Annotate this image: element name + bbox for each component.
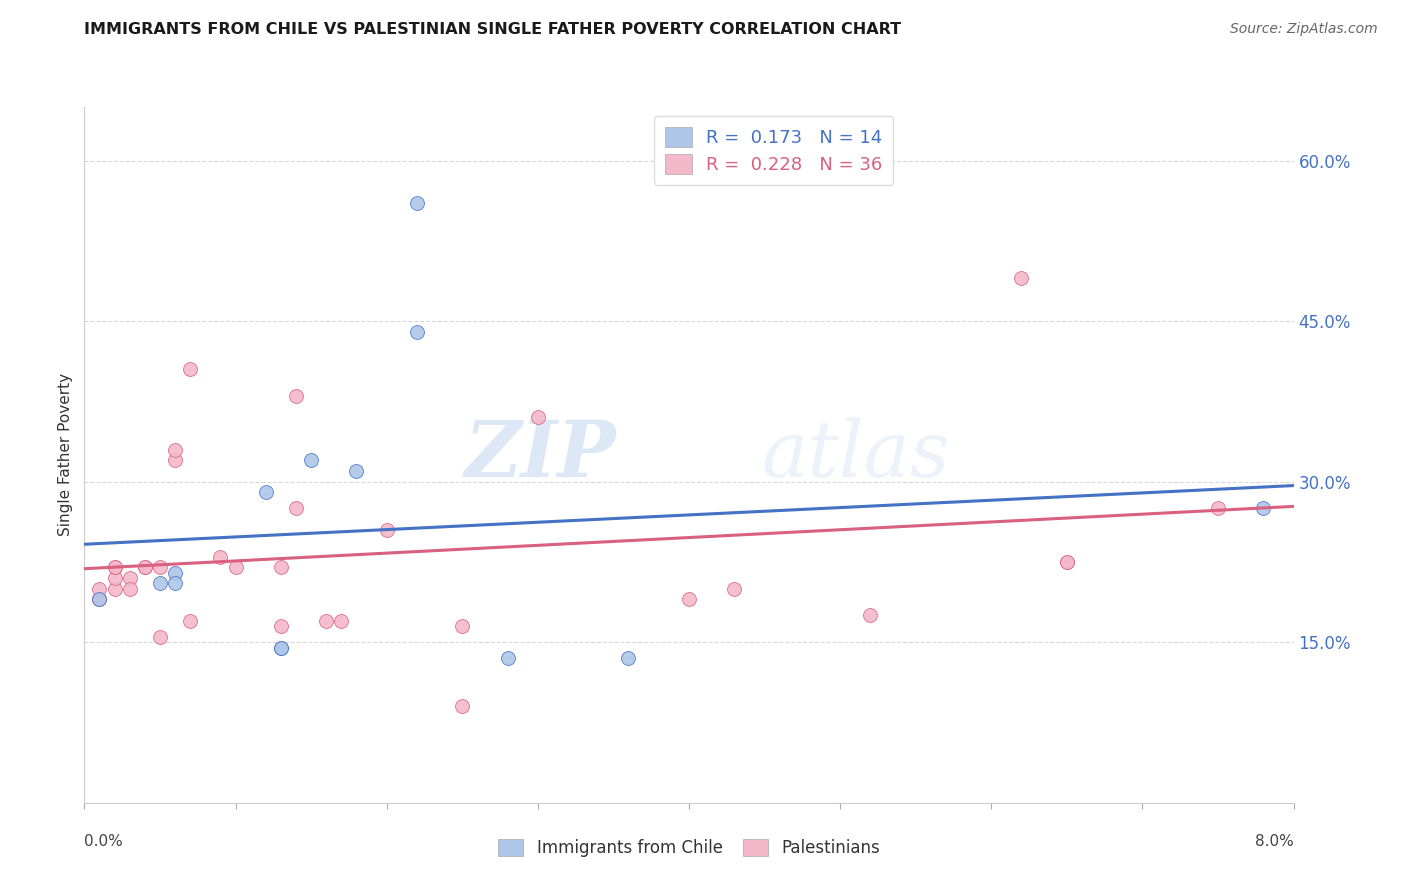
Point bbox=[270, 640, 292, 655]
Point bbox=[209, 549, 232, 564]
Point bbox=[89, 592, 111, 607]
Point bbox=[1011, 271, 1033, 285]
Point bbox=[179, 362, 201, 376]
Point bbox=[225, 560, 247, 574]
Text: ZIP: ZIP bbox=[465, 417, 616, 493]
Point bbox=[451, 619, 474, 633]
Point bbox=[406, 196, 429, 211]
Point bbox=[723, 582, 745, 596]
Point bbox=[496, 651, 519, 665]
Text: Source: ZipAtlas.com: Source: ZipAtlas.com bbox=[1230, 22, 1378, 37]
Point bbox=[299, 453, 322, 467]
Point bbox=[89, 592, 111, 607]
Point bbox=[89, 582, 111, 596]
Point bbox=[678, 592, 700, 607]
Point bbox=[165, 442, 187, 457]
Point bbox=[165, 566, 187, 580]
Point bbox=[1056, 555, 1078, 569]
Point bbox=[270, 560, 292, 574]
Point bbox=[284, 389, 308, 403]
Point bbox=[1056, 555, 1078, 569]
Text: 8.0%: 8.0% bbox=[1254, 834, 1294, 849]
Y-axis label: Single Father Poverty: Single Father Poverty bbox=[58, 374, 73, 536]
Point bbox=[315, 614, 337, 628]
Point bbox=[270, 640, 292, 655]
Point bbox=[451, 699, 474, 714]
Point bbox=[527, 410, 550, 425]
Point bbox=[134, 560, 156, 574]
Point bbox=[165, 576, 187, 591]
Legend: Immigrants from Chile, Palestinians: Immigrants from Chile, Palestinians bbox=[492, 832, 886, 864]
Point bbox=[270, 619, 292, 633]
Text: atlas: atlas bbox=[762, 417, 950, 493]
Point bbox=[617, 651, 640, 665]
Point bbox=[149, 560, 172, 574]
Point bbox=[89, 592, 111, 607]
Point bbox=[165, 453, 187, 467]
Point bbox=[1206, 501, 1229, 516]
Point bbox=[179, 614, 201, 628]
Text: IMMIGRANTS FROM CHILE VS PALESTINIAN SINGLE FATHER POVERTY CORRELATION CHART: IMMIGRANTS FROM CHILE VS PALESTINIAN SIN… bbox=[84, 22, 901, 37]
Point bbox=[1251, 501, 1274, 516]
Point bbox=[149, 576, 172, 591]
Point bbox=[104, 571, 127, 585]
Point bbox=[134, 560, 156, 574]
Text: 0.0%: 0.0% bbox=[84, 834, 124, 849]
Point bbox=[118, 582, 141, 596]
Point bbox=[859, 608, 882, 623]
Point bbox=[104, 560, 127, 574]
Point bbox=[254, 485, 277, 500]
Point bbox=[118, 571, 141, 585]
Point bbox=[375, 523, 398, 537]
Point bbox=[284, 501, 308, 516]
Point bbox=[149, 630, 172, 644]
Point bbox=[330, 614, 353, 628]
Point bbox=[104, 560, 127, 574]
Point bbox=[346, 464, 368, 478]
Point bbox=[104, 582, 127, 596]
Point bbox=[406, 325, 429, 339]
